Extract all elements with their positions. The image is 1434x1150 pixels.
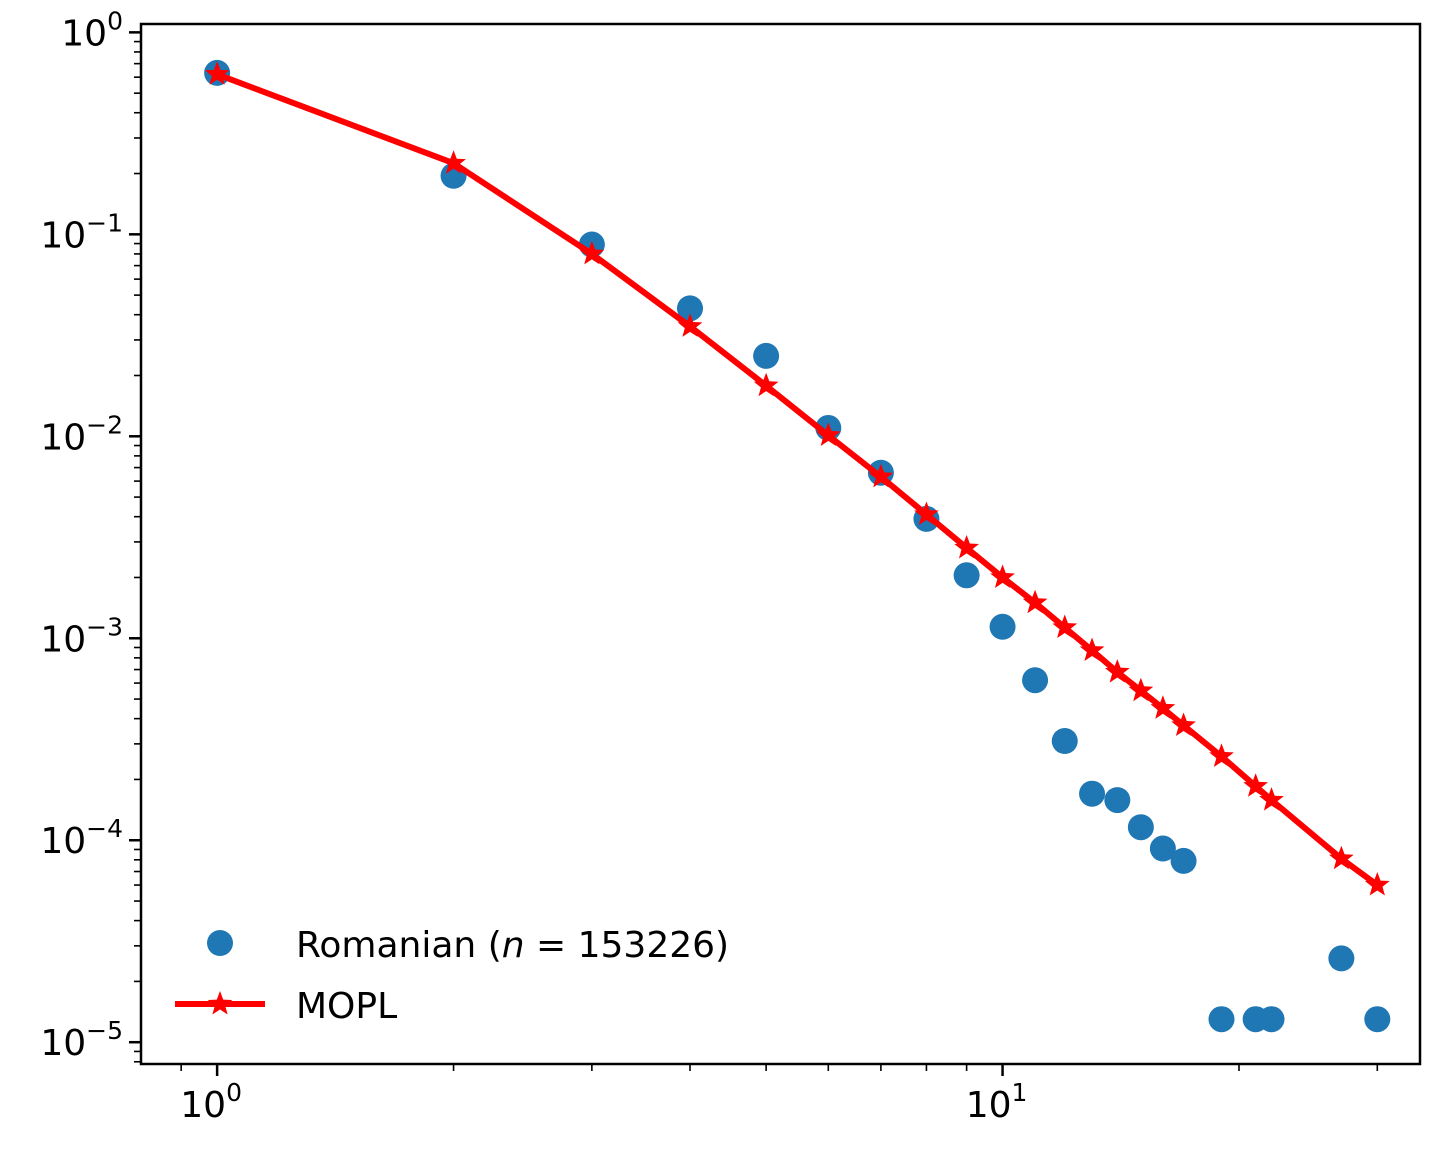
data-point xyxy=(1328,945,1355,972)
x-axis-ticks: 100 101 xyxy=(180,1064,1027,1126)
data-point xyxy=(1364,1006,1391,1033)
data-point-star xyxy=(1364,872,1390,896)
data-point-star xyxy=(990,564,1015,588)
legend-marker-circle xyxy=(207,930,233,956)
data-point xyxy=(1022,667,1049,694)
data-point xyxy=(1051,727,1078,754)
data-point-star xyxy=(579,240,605,265)
data-point-star xyxy=(1209,743,1234,767)
data-point-star xyxy=(815,422,841,446)
data-point xyxy=(1104,787,1131,814)
data-point-star xyxy=(441,150,466,174)
plot-area xyxy=(204,59,1391,1033)
y-tick-label: 100 xyxy=(61,6,123,54)
data-point-star xyxy=(753,372,779,397)
data-point-star xyxy=(1104,659,1130,683)
data-point xyxy=(1258,1006,1285,1033)
legend-entry-mopl: MOPL xyxy=(175,986,397,1027)
data-point-star xyxy=(1243,773,1268,797)
y-tick-label: 10−1 xyxy=(40,208,123,256)
y-tick-label: 10−5 xyxy=(40,1016,123,1064)
y-axis-ticks: 100 10−1 10−2 10−3 10−4 10−5 xyxy=(40,6,141,1064)
data-point xyxy=(1170,847,1197,874)
data-point-star xyxy=(1329,845,1354,870)
y-tick-label: 10−3 xyxy=(40,612,123,660)
data-point-star xyxy=(204,61,230,85)
data-point-star xyxy=(1079,637,1105,661)
data-point-star xyxy=(1150,695,1176,719)
data-point-star xyxy=(868,463,894,488)
data-point xyxy=(1208,1006,1235,1033)
data-point-star xyxy=(677,313,703,337)
data-point xyxy=(1127,814,1154,841)
data-point-star xyxy=(954,534,979,559)
y-tick-label: 10−4 xyxy=(40,814,123,862)
data-point-star xyxy=(1052,614,1078,639)
data-point xyxy=(953,562,980,589)
data-point-star xyxy=(1259,787,1284,811)
series-line xyxy=(216,71,1380,888)
data-point xyxy=(989,613,1016,640)
series-romanian xyxy=(204,59,1391,1033)
data-point-star xyxy=(1022,589,1048,614)
data-point xyxy=(753,342,780,369)
data-point-star xyxy=(1171,712,1196,736)
data-point xyxy=(1079,780,1106,807)
legend-marker-star xyxy=(207,991,233,1015)
series-mopl xyxy=(204,61,1390,896)
axes-frame xyxy=(139,22,1422,1066)
legend-label-romanian: Romanian (n = 153226) xyxy=(296,925,729,966)
legend-label-mopl: MOPL xyxy=(296,986,397,1027)
legend-entry-romanian: Romanian (n = 153226) xyxy=(207,925,729,966)
x-tick-label: 101 xyxy=(966,1078,1028,1126)
x-tick-label: 100 xyxy=(180,1078,242,1126)
data-point-star xyxy=(1128,677,1154,702)
legend: Romanian (n = 153226) MOPL xyxy=(175,925,729,1027)
data-point xyxy=(1149,835,1176,862)
data-point-star xyxy=(914,501,939,526)
data-point xyxy=(676,295,703,322)
y-tick-label: 10−2 xyxy=(40,410,123,458)
